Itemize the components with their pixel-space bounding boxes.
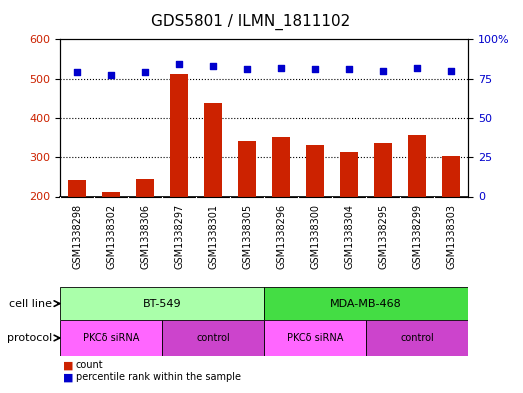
Text: GSM1338306: GSM1338306 <box>140 204 150 269</box>
Text: control: control <box>196 333 230 343</box>
Text: count: count <box>76 360 104 371</box>
Bar <box>264 287 468 320</box>
Bar <box>408 135 426 196</box>
Point <box>209 63 218 69</box>
Bar <box>264 320 366 356</box>
Bar <box>374 143 392 196</box>
Text: GSM1338305: GSM1338305 <box>242 204 252 269</box>
Text: BT-549: BT-549 <box>143 299 181 309</box>
Point <box>243 66 252 72</box>
Bar <box>340 152 358 196</box>
Text: percentile rank within the sample: percentile rank within the sample <box>76 372 241 382</box>
Point <box>311 66 320 72</box>
Text: PKCδ siRNA: PKCδ siRNA <box>287 333 343 343</box>
Point <box>175 61 184 68</box>
Text: GSM1338298: GSM1338298 <box>72 204 82 269</box>
Text: PKCδ siRNA: PKCδ siRNA <box>83 333 139 343</box>
Point <box>107 72 116 79</box>
Text: GSM1338301: GSM1338301 <box>208 204 218 269</box>
Point <box>277 64 286 71</box>
Point <box>379 68 388 74</box>
Bar <box>102 192 120 196</box>
Bar <box>162 320 264 356</box>
Text: ■: ■ <box>63 372 73 382</box>
Point <box>141 69 150 75</box>
Point <box>447 68 456 74</box>
Point <box>73 69 82 75</box>
Bar <box>442 156 460 196</box>
Text: MDA-MB-468: MDA-MB-468 <box>330 299 402 309</box>
Text: GSM1338297: GSM1338297 <box>174 204 184 269</box>
Text: GSM1338303: GSM1338303 <box>446 204 456 269</box>
Bar <box>272 137 290 196</box>
Bar <box>60 287 264 320</box>
Text: GSM1338302: GSM1338302 <box>106 204 116 269</box>
Bar <box>238 141 256 196</box>
Bar <box>306 145 324 196</box>
Text: GSM1338296: GSM1338296 <box>276 204 286 269</box>
Text: protocol: protocol <box>7 333 52 343</box>
Text: ■: ■ <box>63 360 73 371</box>
Bar <box>136 179 154 196</box>
Bar <box>366 320 468 356</box>
Text: GSM1338300: GSM1338300 <box>310 204 320 269</box>
Text: cell line: cell line <box>9 299 52 309</box>
Text: GSM1338295: GSM1338295 <box>378 204 388 269</box>
Text: GSM1338304: GSM1338304 <box>344 204 354 269</box>
Bar <box>60 320 162 356</box>
Bar <box>170 74 188 196</box>
Bar <box>68 180 86 196</box>
Text: control: control <box>400 333 434 343</box>
Text: GDS5801 / ILMN_1811102: GDS5801 / ILMN_1811102 <box>152 14 350 30</box>
Bar <box>204 103 222 196</box>
Point <box>345 66 354 72</box>
Point <box>413 64 422 71</box>
Text: GSM1338299: GSM1338299 <box>412 204 422 269</box>
